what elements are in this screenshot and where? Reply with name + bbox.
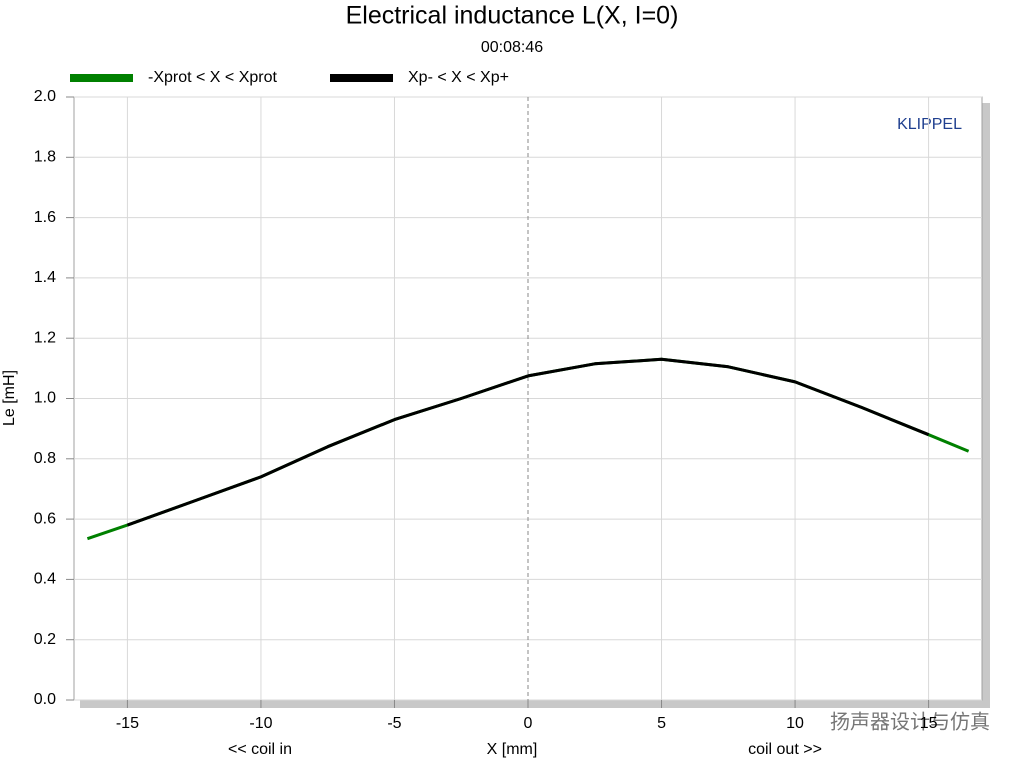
x-tick-label: -5	[387, 715, 401, 732]
chart-subtitle: 00:08:46	[481, 39, 543, 56]
y-tick-label: 0.8	[34, 450, 56, 467]
frame-shadow	[982, 103, 990, 708]
legend-label: -Xprot < X < Xprot	[148, 69, 278, 86]
y-tick-label: 1.4	[34, 269, 56, 286]
y-tick-label: 1.6	[34, 209, 56, 226]
x-tick-label: -10	[249, 715, 272, 732]
y-tick-label: 0.6	[34, 510, 56, 527]
x-tick-label: 0	[524, 715, 533, 732]
x-tick-label: -15	[116, 715, 139, 732]
x-tick-label: 5	[657, 715, 666, 732]
y-tick-label: 1.8	[34, 149, 56, 166]
y-tick-label: 1.0	[34, 390, 56, 407]
legend: -Xprot < X < Xprot Xp- < X < Xp+	[70, 69, 509, 86]
watermark: 扬声器设计与仿真	[830, 710, 990, 733]
y-tick-label: 1.2	[34, 329, 56, 346]
annotation: coil out >>	[748, 741, 822, 758]
y-tick-label: 0.4	[34, 571, 56, 588]
annotation: << coil in	[228, 741, 292, 758]
y-tick-label: 0.2	[34, 631, 56, 648]
legend-label: Xp- < X < Xp+	[408, 69, 509, 86]
brand-label: KLIPPEL	[897, 116, 962, 133]
x-tick-label: 10	[786, 715, 804, 732]
x-axis-label: X [mm]	[487, 741, 538, 758]
chart-title: Electrical inductance L(X, I=0)	[346, 2, 679, 30]
y-tick-label: 0.0	[34, 691, 56, 708]
data-line	[126, 357, 930, 527]
x-tick-label: 15	[920, 715, 938, 732]
y-tick-label: 2.0	[34, 88, 56, 105]
y-axis-label: Le [mH]	[1, 370, 18, 426]
frame-shadow	[80, 700, 990, 708]
